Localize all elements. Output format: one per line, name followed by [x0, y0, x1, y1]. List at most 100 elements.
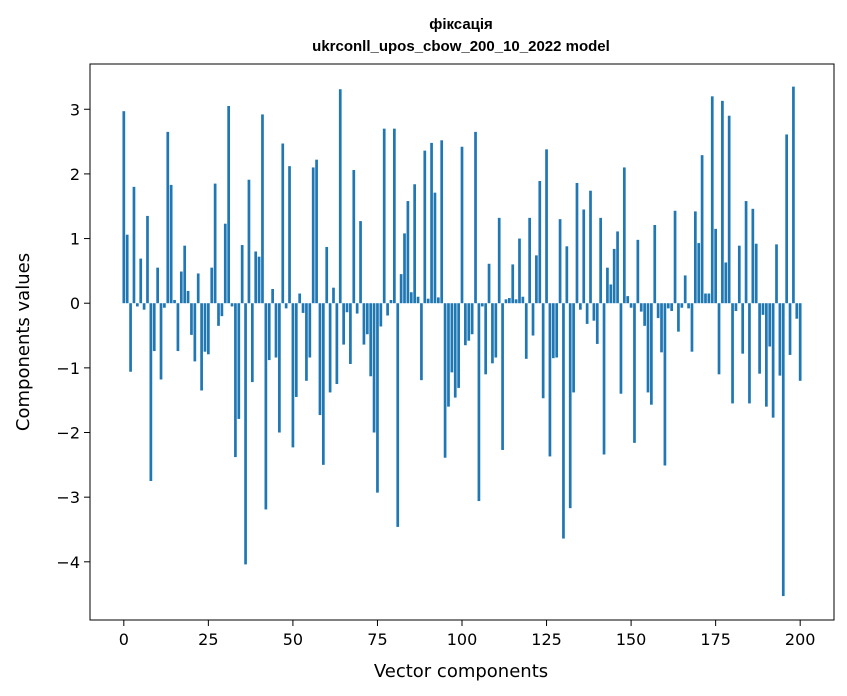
bar: [606, 267, 609, 304]
x-tick-label: 25: [198, 630, 218, 649]
bar: [690, 303, 694, 352]
bar: [179, 271, 183, 304]
bar: [132, 186, 136, 304]
bar: [575, 182, 579, 304]
bar: [707, 293, 711, 304]
x-tick-label: 75: [367, 630, 387, 649]
bar: [129, 303, 132, 372]
bar: [775, 244, 778, 304]
x-tick-label: 175: [700, 630, 731, 649]
x-tick-label: 125: [531, 630, 562, 649]
bar: [403, 233, 406, 304]
bar: [616, 231, 619, 304]
chart-title: фіксація: [429, 16, 493, 33]
bar: [474, 131, 477, 304]
bar: [535, 255, 538, 304]
bar: [585, 303, 589, 324]
bar: [467, 303, 471, 341]
bar: [781, 303, 785, 597]
bar: [237, 303, 241, 419]
bar: [372, 303, 376, 433]
bar: [321, 303, 325, 465]
bar: [220, 303, 224, 317]
bar: [267, 303, 271, 361]
bar: [497, 217, 501, 304]
bar: [788, 303, 792, 355]
bar: [663, 303, 667, 466]
bar: [754, 243, 758, 304]
bar: [731, 303, 734, 404]
bar: [761, 303, 765, 315]
bar: [592, 303, 596, 321]
y-tick-label: 3: [70, 100, 80, 119]
bar: [433, 192, 437, 304]
bar: [210, 267, 214, 304]
bar: [622, 167, 626, 304]
bar: [342, 303, 345, 345]
bar: [240, 245, 244, 304]
bar: [656, 303, 660, 319]
bar: [602, 303, 606, 455]
bar: [173, 299, 176, 304]
bar: [409, 292, 413, 304]
bar: [568, 303, 572, 509]
bar: [382, 128, 386, 304]
bar: [771, 303, 775, 418]
bar: [609, 284, 613, 304]
y-tick-label: −1: [56, 359, 80, 378]
bar: [464, 303, 467, 346]
bar: [298, 293, 302, 304]
bar: [477, 303, 481, 502]
bar: [545, 149, 548, 304]
bar: [443, 303, 447, 458]
bar: [704, 293, 707, 304]
bar: [470, 303, 474, 335]
bar-series: [122, 86, 802, 597]
bar: [261, 114, 264, 304]
bar: [183, 245, 187, 304]
bar: [636, 239, 640, 304]
x-tick-label: 200: [785, 630, 816, 649]
bar: [480, 303, 484, 307]
bar: [244, 303, 247, 565]
bar: [673, 210, 677, 304]
bar: [305, 303, 308, 381]
bar: [440, 140, 444, 304]
chart-subtitle: ukrconll_upos_cbow_200_10_2022 model: [312, 38, 610, 55]
bar: [264, 303, 268, 510]
x-axis-ticks: 0 25 50 75 100 125 150 175 200: [119, 620, 816, 649]
y-tick-label: −4: [56, 553, 80, 572]
bar: [457, 303, 460, 388]
bar: [318, 303, 322, 416]
bar: [352, 170, 356, 304]
bar: [278, 303, 281, 433]
bar: [737, 245, 741, 304]
bar: [524, 303, 528, 359]
bar: [558, 219, 562, 304]
bar: [653, 224, 657, 304]
bar: [227, 106, 231, 304]
bar: [291, 303, 295, 448]
bar: [156, 267, 159, 304]
bar: [311, 167, 315, 304]
bar: [250, 303, 254, 383]
x-tick-label: 50: [283, 630, 303, 649]
bar: [234, 303, 237, 458]
bar: [223, 223, 227, 304]
bar: [765, 303, 768, 407]
bar: [643, 303, 646, 326]
bar: [710, 96, 714, 304]
bar: [507, 298, 511, 304]
bar: [379, 303, 383, 327]
bar: [203, 303, 207, 352]
bar: [551, 303, 555, 359]
bar: [430, 142, 433, 304]
bar: [650, 303, 653, 405]
bar: [626, 296, 630, 304]
bar: [741, 303, 745, 354]
bar: [193, 303, 197, 362]
bar: [633, 303, 636, 443]
bar: [697, 243, 701, 304]
bar: [721, 100, 724, 304]
bar: [338, 89, 342, 304]
